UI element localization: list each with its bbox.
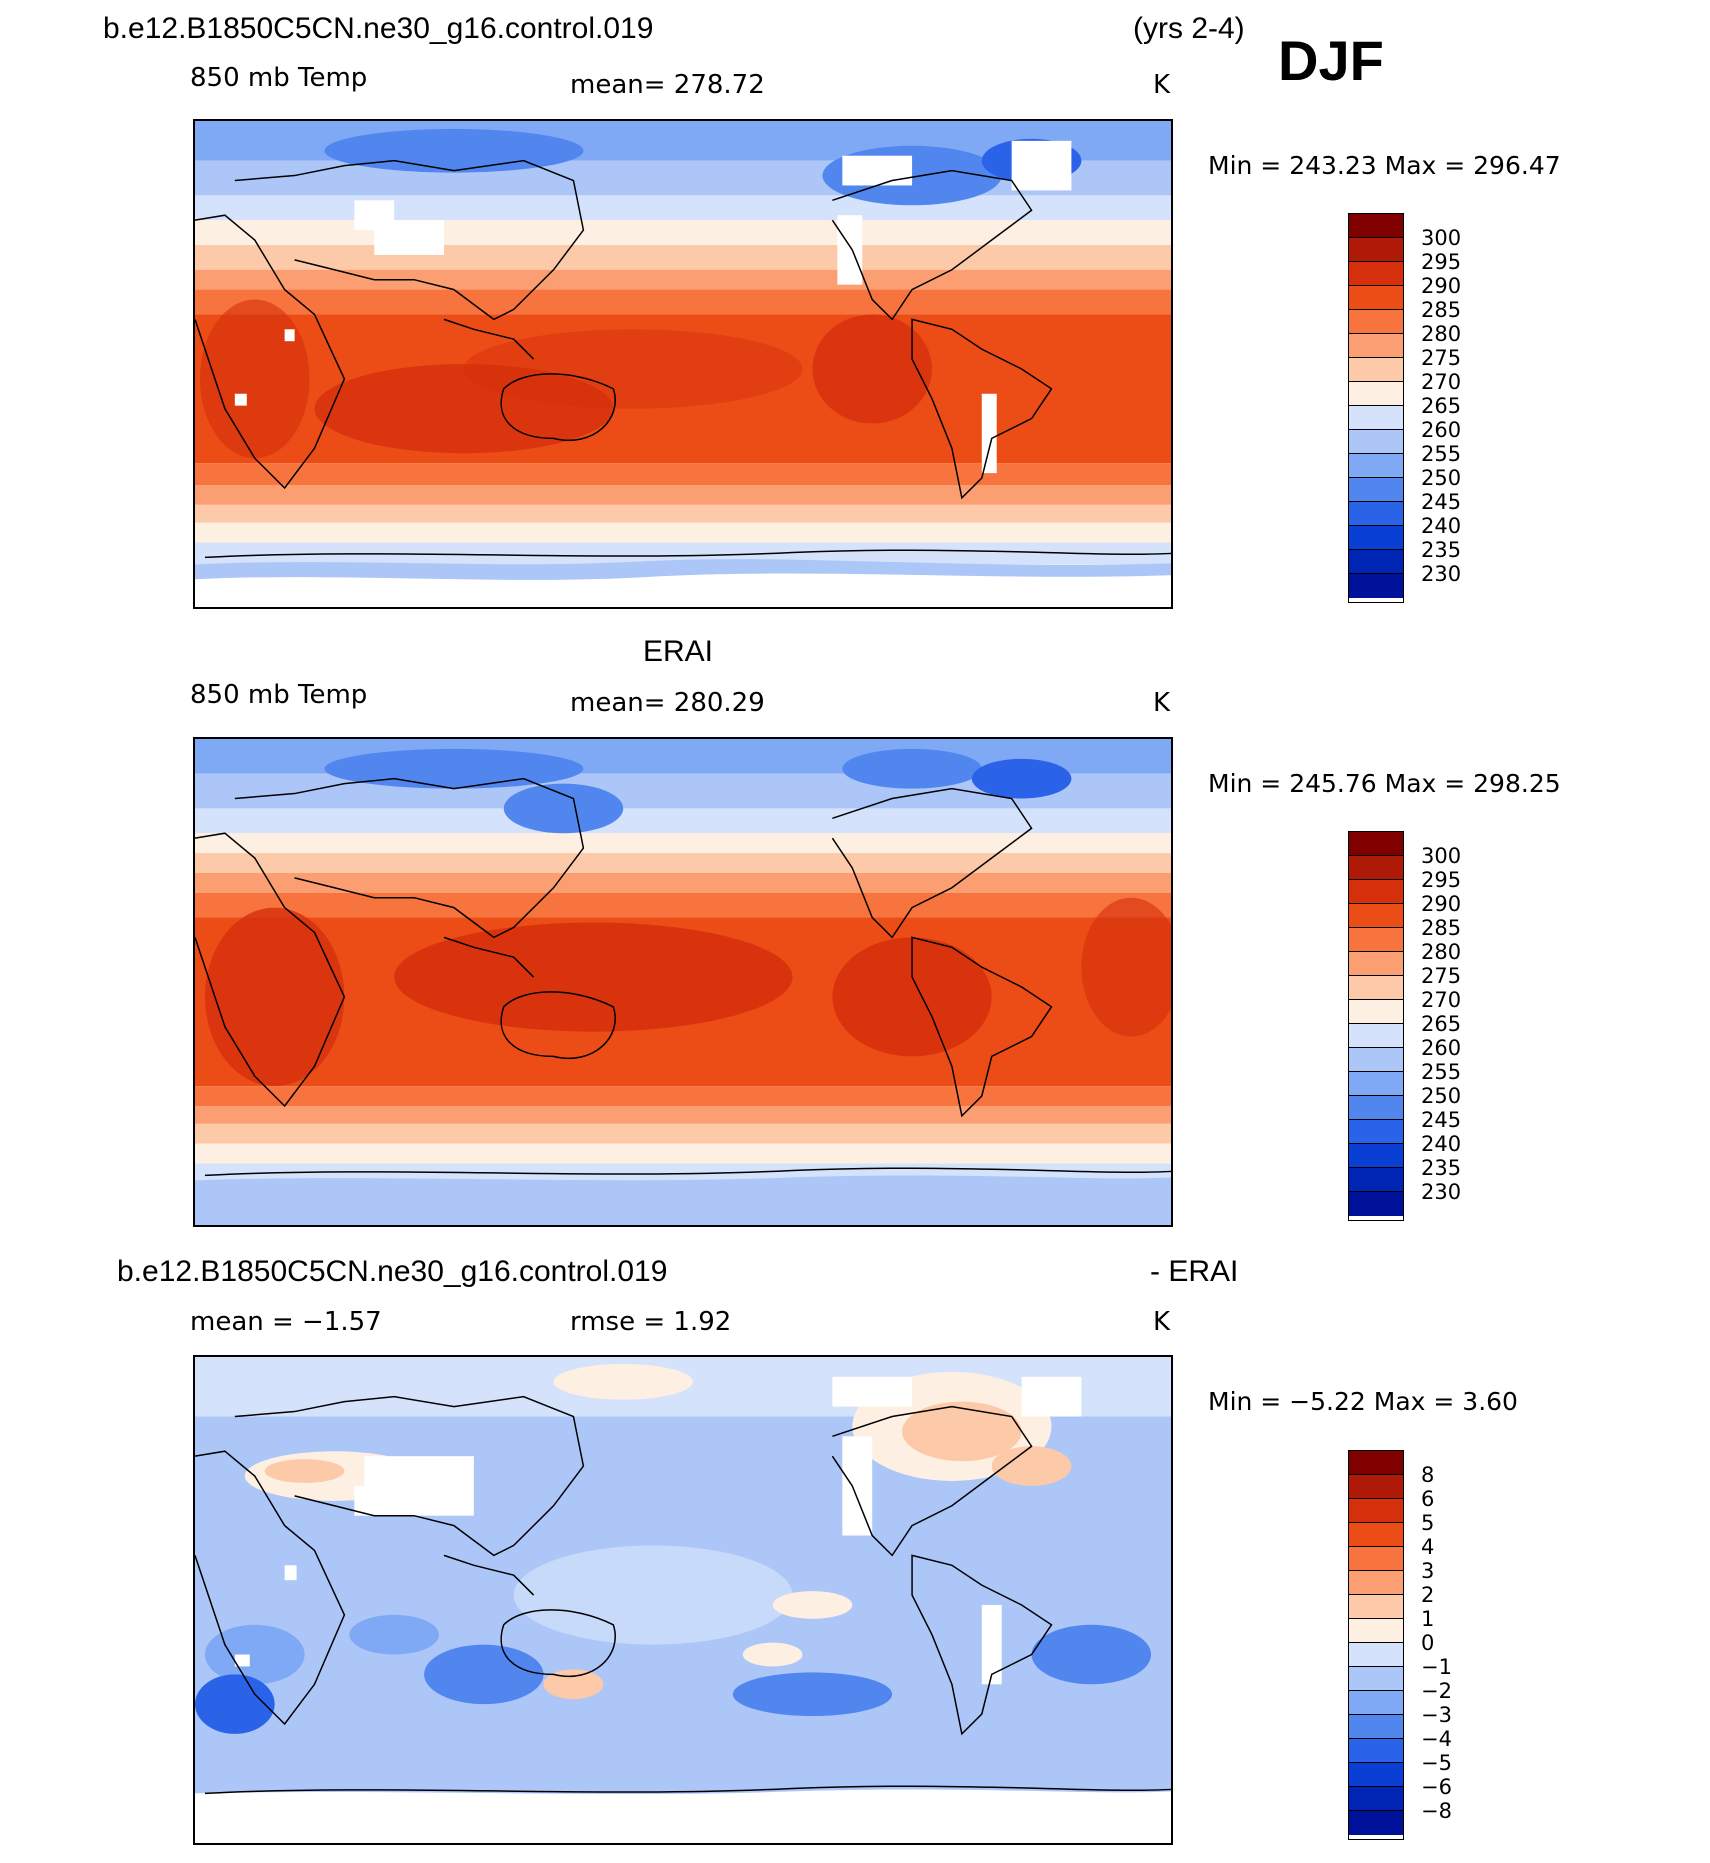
tick: 250: [1421, 1084, 1462, 1108]
tick: 8: [1421, 1463, 1435, 1487]
tick: 1: [1421, 1607, 1435, 1631]
tick: 290: [1421, 274, 1462, 298]
tick: 240: [1421, 1132, 1462, 1156]
panel1-field-label: 850 mb Temp: [190, 63, 368, 93]
tick: −2: [1421, 1679, 1452, 1703]
tick: 250: [1421, 466, 1462, 490]
tick: 285: [1421, 916, 1462, 940]
panel3-rmse: rmse = 1.92: [570, 1307, 732, 1337]
tick: 275: [1421, 964, 1462, 988]
difference-temperature-map: [193, 1355, 1173, 1845]
panel2-minmax: Min = 245.76 Max = 298.25: [1208, 769, 1561, 798]
tick: 4: [1421, 1535, 1435, 1559]
tick: 295: [1421, 250, 1462, 274]
tick: 245: [1421, 490, 1462, 514]
tick: 230: [1421, 1180, 1462, 1204]
tick: −6: [1421, 1775, 1452, 1799]
tick: 255: [1421, 442, 1462, 466]
tick: 275: [1421, 346, 1462, 370]
tick: 245: [1421, 1108, 1462, 1132]
tick: 6: [1421, 1487, 1435, 1511]
case-title: b.e12.B1850C5CN.ne30_g16.control.019: [103, 12, 654, 45]
season-label: DJF: [1278, 29, 1384, 92]
tick: 280: [1421, 322, 1462, 346]
panel3-colorbar: [1348, 1450, 1404, 1840]
panel3-title-right: - ERAI: [1150, 1255, 1239, 1288]
panel3-title-left: b.e12.B1850C5CN.ne30_g16.control.019: [117, 1255, 668, 1288]
panel2-title: ERAI: [643, 635, 714, 668]
tick: 285: [1421, 298, 1462, 322]
tick: −5: [1421, 1751, 1452, 1775]
erai-temperature-map: [193, 737, 1173, 1227]
tick: 5: [1421, 1511, 1435, 1535]
tick: 260: [1421, 418, 1462, 442]
tick: −1: [1421, 1655, 1452, 1679]
tick: 295: [1421, 868, 1462, 892]
panel1-colorbar: [1348, 213, 1404, 603]
tick: 2: [1421, 1583, 1435, 1607]
tick: 290: [1421, 892, 1462, 916]
tick: 265: [1421, 394, 1462, 418]
panel1-minmax: Min = 243.23 Max = 296.47: [1208, 151, 1561, 180]
tick: 300: [1421, 226, 1462, 250]
panel2-mean: mean= 280.29: [570, 688, 765, 718]
tick: 235: [1421, 1156, 1462, 1180]
tick: 3: [1421, 1559, 1435, 1583]
tick: 300: [1421, 844, 1462, 868]
panel3-units: K: [1153, 1307, 1171, 1337]
panel1-units: K: [1153, 70, 1171, 100]
tick: 270: [1421, 370, 1462, 394]
panel3-minmax: Min = −5.22 Max = 3.60: [1208, 1387, 1518, 1416]
model-temperature-map: [193, 119, 1173, 609]
panel2-colorbar: [1348, 831, 1404, 1221]
panel2-field-label: 850 mb Temp: [190, 680, 368, 710]
tick: 230: [1421, 562, 1462, 586]
tick: 235: [1421, 538, 1462, 562]
panel3-mean: mean = −1.57: [190, 1307, 382, 1337]
tick: −4: [1421, 1727, 1452, 1751]
panel1-mean: mean= 278.72: [570, 70, 765, 100]
tick: 270: [1421, 988, 1462, 1012]
tick: 280: [1421, 940, 1462, 964]
panel2-units: K: [1153, 688, 1171, 718]
tick: −8: [1421, 1799, 1452, 1823]
tick: −3: [1421, 1703, 1452, 1727]
tick: 240: [1421, 514, 1462, 538]
years-label: (yrs 2-4): [1133, 12, 1245, 45]
tick: 0: [1421, 1631, 1435, 1655]
tick: 265: [1421, 1012, 1462, 1036]
tick: 255: [1421, 1060, 1462, 1084]
tick: 260: [1421, 1036, 1462, 1060]
